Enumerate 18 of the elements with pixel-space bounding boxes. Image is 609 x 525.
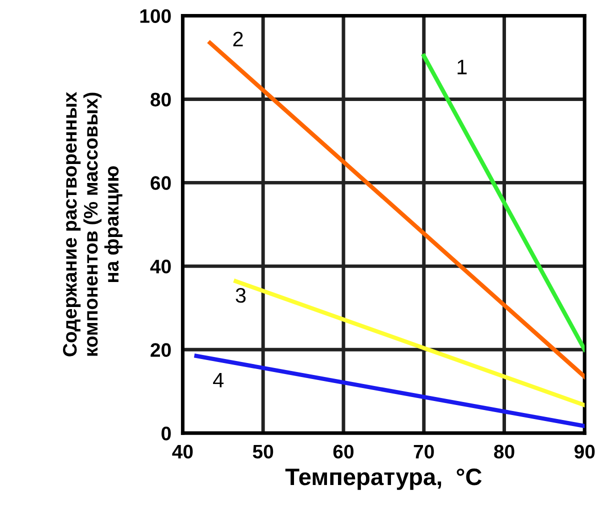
x-tick-label: 90 xyxy=(574,444,595,459)
y-tick-label: 80 xyxy=(150,92,171,106)
y-axis-title: Содержание растворенных компонентов (% массовых) на фракцию xyxy=(62,92,122,356)
y-tick-label: 0 xyxy=(162,426,171,440)
x-tick-label: 40 xyxy=(172,444,193,459)
x-tick-label: 60 xyxy=(333,444,354,459)
y-tick-label: 20 xyxy=(150,343,171,357)
series-label: 4 xyxy=(213,372,224,388)
y-tick-label: 60 xyxy=(150,176,171,190)
x-tick-label: 70 xyxy=(414,444,434,459)
y-tick-label: 100 xyxy=(140,9,171,23)
x-axis-title: Температура, °C xyxy=(285,468,482,490)
series-label: 2 xyxy=(233,32,243,46)
series-label: 3 xyxy=(236,288,246,303)
series-label: 1 xyxy=(458,60,467,74)
x-tick-label: 50 xyxy=(252,444,274,459)
y-tick-label: 40 xyxy=(150,260,171,274)
x-tick-label: 80 xyxy=(494,444,514,459)
